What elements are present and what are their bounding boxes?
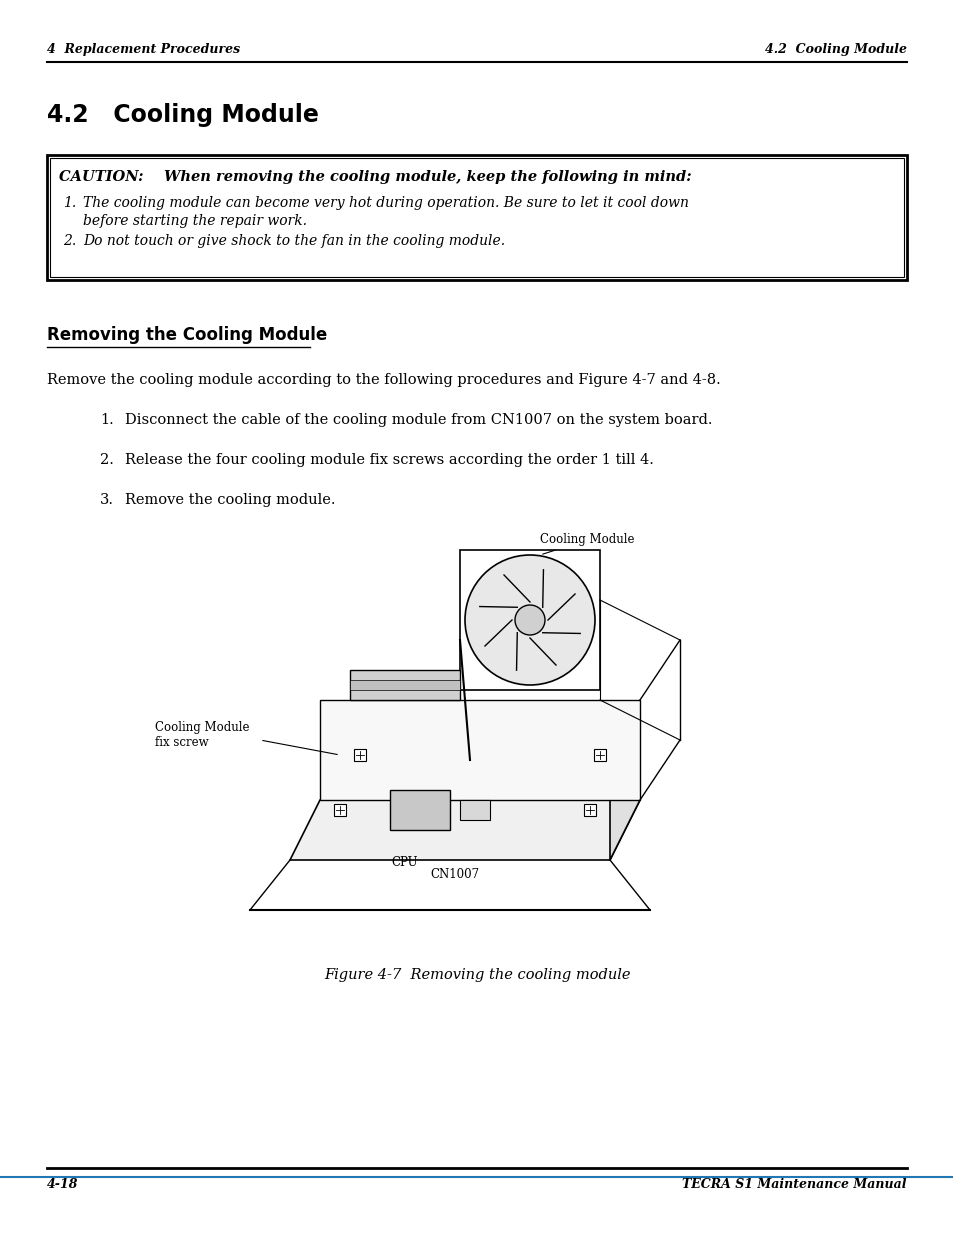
Text: Figure 4-7  Removing the cooling module: Figure 4-7 Removing the cooling module [323,968,630,982]
Bar [334,804,346,816]
Text: before starting the repair work.: before starting the repair work. [83,214,307,228]
Text: Remove the cooling module according to the following procedures and Figure 4-7 a: Remove the cooling module according to t… [47,373,720,387]
Bar [459,800,490,820]
Text: 4-18: 4-18 [47,1178,78,1192]
Text: CPU: CPU [392,856,417,868]
Circle shape [464,555,595,685]
Polygon shape [290,800,639,860]
Polygon shape [350,680,459,690]
Text: Cooling Module
fix screw: Cooling Module fix screw [154,721,250,748]
Text: 4.2   Cooling Module: 4.2 Cooling Module [47,103,318,127]
Text: The cooling module can become very hot during operation. Be sure to let it cool : The cooling module can become very hot d… [83,196,688,210]
Text: Remove the cooling module.: Remove the cooling module. [125,493,335,508]
Polygon shape [319,700,639,800]
Bar [583,804,596,816]
Text: 2.: 2. [63,233,76,248]
Circle shape [515,605,544,635]
Bar [47,156,906,280]
Text: Disconnect the cable of the cooling module from CN1007 on the system board.: Disconnect the cable of the cooling modu… [125,412,712,427]
Text: Cooling Module: Cooling Module [539,534,634,555]
Text: Release the four cooling module fix screws according the order 1 till 4.: Release the four cooling module fix scre… [125,453,653,467]
Polygon shape [350,671,459,700]
Bar [594,748,605,761]
Text: Do not touch or give shock to the fan in the cooling module.: Do not touch or give shock to the fan in… [83,233,504,248]
Text: 3.: 3. [100,493,113,508]
Text: 1.: 1. [100,412,113,427]
Bar [390,790,450,830]
Text: 2.: 2. [100,453,113,467]
Text: 1.: 1. [63,196,76,210]
Text: CAUTION:    When removing the cooling module, keep the following in mind:: CAUTION: When removing the cooling modul… [59,170,691,184]
Text: Removing the Cooling Module: Removing the Cooling Module [47,326,327,345]
Bar [50,158,903,277]
Bar [354,748,366,761]
Text: 4  Replacement Procedures: 4 Replacement Procedures [47,43,240,57]
Text: CN1007: CN1007 [430,868,479,882]
Polygon shape [609,700,639,860]
Bar [459,550,599,690]
Text: 4.2  Cooling Module: 4.2 Cooling Module [764,43,906,57]
Text: TECRA S1 Maintenance Manual: TECRA S1 Maintenance Manual [681,1178,906,1192]
